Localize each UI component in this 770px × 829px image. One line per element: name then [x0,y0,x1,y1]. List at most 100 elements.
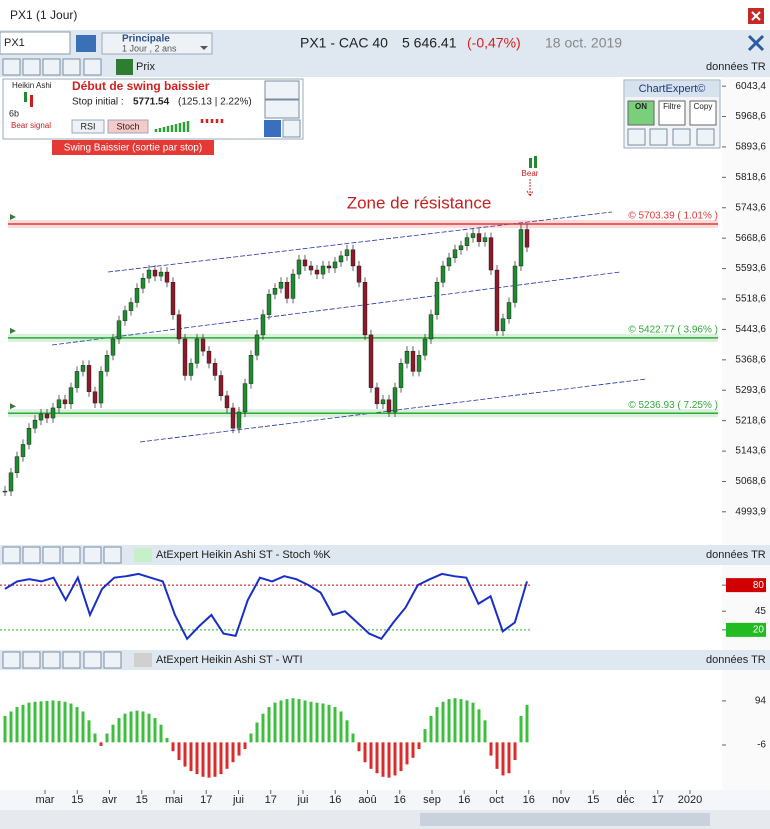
move-button[interactable] [264,80,300,100]
histogram-bar [177,742,181,760]
indicator-swatch [134,548,152,562]
candle [278,282,284,289]
copy-button[interactable] [689,100,717,126]
tool-button[interactable] [696,128,715,146]
signal-icon [30,95,33,107]
candle [86,365,92,392]
candle [488,237,494,271]
histogram-bar [477,709,481,743]
tool-icon[interactable] [62,58,81,76]
y-tick-label: 5368,6 [735,354,766,365]
histogram-bar [441,701,445,743]
candle [494,269,500,332]
tool-icon[interactable] [103,546,122,564]
bear-arrow [526,179,534,197]
candle [248,355,254,384]
histogram-bar [447,699,451,743]
candle [374,387,380,405]
window-title: PX1 (1 Jour) [10,8,77,22]
histogram-bar [525,704,529,743]
chartexpert-header [625,81,719,97]
tool-icon[interactable] [2,546,21,564]
tool-icon[interactable] [22,546,41,564]
y-tick-label: 6043,4 [735,81,766,92]
tool-icon[interactable] [22,651,41,669]
histogram-bar [63,701,67,743]
tool-icon[interactable] [42,58,61,76]
tool-button[interactable] [649,128,668,146]
candle [122,310,128,321]
tool-button[interactable] [264,120,281,137]
stoch-plot [0,565,722,650]
wti-plot [0,670,722,790]
tool-icon[interactable] [42,651,61,669]
histogram-bar [207,742,211,778]
histogram-bar [129,711,133,743]
strength-bars [154,121,190,132]
stoch-button[interactable] [107,119,149,134]
candle [410,350,416,372]
candle [164,271,170,283]
signal-box [2,78,304,140]
symbol-input[interactable] [0,31,71,55]
histogram-bar [333,707,337,743]
histogram-bar [33,701,37,743]
symbol: PX1 [4,37,25,49]
histogram-bar [81,711,85,743]
date-axis [0,790,770,810]
tool-button[interactable] [627,128,646,146]
histogram-bar [219,742,223,775]
y-tick-label: 5593,6 [735,263,766,274]
tool-icon[interactable] [83,651,102,669]
tool-button[interactable] [264,99,300,119]
tool-icon[interactable] [62,651,81,669]
tool-icon[interactable] [103,651,122,669]
candle [392,387,398,413]
level-label: © 5703.39 ( 1.01% ) [628,211,718,222]
candle [62,399,68,405]
candle [20,444,26,457]
x-tick-label: 15 [71,794,83,806]
histogram-bar [261,713,265,743]
panel-title: Prix [136,61,155,73]
layout-select[interactable] [101,32,213,55]
bear-label: Bear [522,169,539,178]
histogram-bar [387,742,391,778]
histogram-bar [405,742,409,765]
rsi-button[interactable] [71,119,105,134]
histogram-bar [201,742,205,777]
title-bar [0,0,770,30]
y-tick-label: 5518,6 [735,294,766,305]
signal-count: 6b [9,108,19,118]
candle [404,350,410,364]
filter-button[interactable] [658,100,686,126]
period: 1 Jour , 2 ans [122,43,177,53]
tool-icon[interactable] [83,58,102,76]
candle [350,249,356,267]
tool-icon[interactable] [22,58,41,76]
scroll-thumb[interactable] [420,813,710,826]
candle [302,259,308,267]
tool-icon[interactable] [2,58,21,76]
tool-icon[interactable] [42,546,61,564]
tool-icon[interactable] [83,546,102,564]
book-icon[interactable] [76,35,96,52]
histogram-bar [135,710,139,743]
histogram-bar [237,742,241,756]
candle [194,338,200,364]
candle [440,265,446,283]
stoch-line [4,572,528,641]
tool-button[interactable] [282,119,301,138]
tool-icon[interactable] [2,651,21,669]
tool-button[interactable] [672,128,691,146]
ha-icon[interactable] [116,59,133,75]
histogram-bar [339,711,343,743]
strength-dots [200,119,224,123]
tools-icon[interactable] [747,34,765,52]
candle [368,334,374,388]
level-label: © 5422.77 ( 3.96% ) [628,324,718,335]
on-button[interactable] [627,100,655,126]
chart-layer: 6043,4 5968,6 5893,6 5818,6 5743,6 5668,6 5593… [0,81,766,806]
tool-icon[interactable] [62,546,81,564]
